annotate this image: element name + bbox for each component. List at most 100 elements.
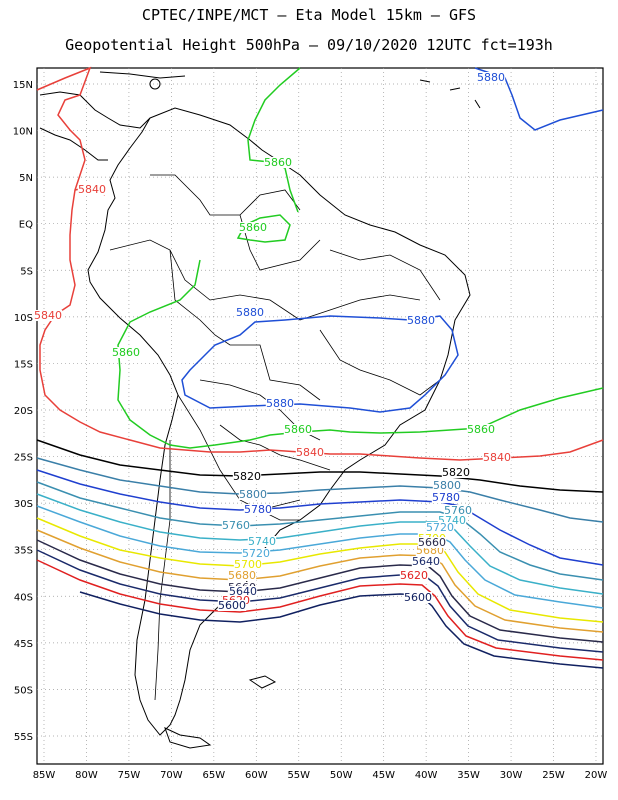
contour-label: 5600 xyxy=(404,591,432,604)
contour-label-bg xyxy=(263,157,293,168)
contour-label: 5840 xyxy=(296,446,324,459)
contour-label-bg xyxy=(235,307,265,318)
tierra-del-fuego xyxy=(164,727,212,749)
lon-tick-label: 75W xyxy=(118,770,141,781)
contour-label: 5880 xyxy=(477,71,505,84)
contour-label-layer: 5880 5880 5880 5880 5860 5860 5860 5860 5860 5840… xyxy=(33,71,512,612)
contour-label-bg xyxy=(411,556,441,567)
contour-label-bg xyxy=(417,537,447,548)
lat-tick-label: 45S xyxy=(14,639,33,650)
contour-label-bg xyxy=(111,347,141,358)
contour-label: 5840 xyxy=(34,309,62,322)
lon-tick-label: 30W xyxy=(500,770,523,781)
lon-tick-label: 40W xyxy=(415,770,438,781)
lon-tick-label: 45W xyxy=(372,770,395,781)
contour-5600 xyxy=(79,591,604,669)
lat-tick-label: 55S xyxy=(14,732,33,743)
contour-label: 5860 xyxy=(467,423,495,436)
contour-label-bg xyxy=(403,592,433,603)
latitude-labels: 15N 10N 5N EQ 5S 10S 15S 20S 25S 30S 35S 40S 45S 50S 5… xyxy=(13,80,33,743)
contour-label-bg xyxy=(482,452,512,463)
contour-label: 5780 xyxy=(432,491,460,504)
map-frame xyxy=(36,67,604,765)
longitude-labels: 85W 80W 75W 70W 65W 60W 55W 50W 45W 40W 35W 30W 25W 2… xyxy=(33,770,608,781)
contour-label: 5800 xyxy=(433,479,461,492)
contour-label: 5740 xyxy=(248,535,276,548)
contour-label-bg xyxy=(221,520,251,531)
contour-5620 xyxy=(36,559,604,661)
contour-label: 5880 xyxy=(407,314,435,327)
contour-5640 xyxy=(36,549,604,653)
contour-5880-brazil xyxy=(181,315,459,413)
contour-label: 5620 xyxy=(400,569,428,582)
lon-tick-label: 50W xyxy=(330,770,353,781)
lon-tick-label: 35W xyxy=(457,770,480,781)
contour-label-bg xyxy=(466,424,496,435)
lat-tick-label: 10S xyxy=(14,313,33,324)
contour-5760 xyxy=(36,481,604,581)
contour-5840-west xyxy=(36,66,604,461)
lat-tick-label: 20S xyxy=(14,406,33,417)
lon-tick-label: 20W xyxy=(585,770,608,781)
contour-label: 5640 xyxy=(412,555,440,568)
contour-label: 5820 xyxy=(442,466,470,479)
map-subtitle: Geopotential Height 500hPa – 09/10/2020 … xyxy=(65,36,553,54)
contour-label-bg xyxy=(265,398,295,409)
contour-label-bg xyxy=(233,559,263,570)
contour-label: 5660 xyxy=(418,536,446,549)
contour-label-bg xyxy=(238,489,268,500)
contour-lines xyxy=(36,66,604,669)
contour-label: 5820 xyxy=(233,470,261,483)
contour-label: 5720 xyxy=(426,521,454,534)
contour-label-bg xyxy=(441,467,471,478)
contour-5860-main xyxy=(117,259,604,449)
contour-label: 5860 xyxy=(284,423,312,436)
contour-label: 5700 xyxy=(234,558,262,571)
lat-tick-label: 10N xyxy=(13,127,33,138)
contour-label-bg xyxy=(437,515,467,526)
lat-tick-label: 35S xyxy=(14,546,33,557)
lon-tick-label: 25W xyxy=(542,770,565,781)
contour-label: 5760 xyxy=(222,519,250,532)
lat-tick-label: 50S xyxy=(14,685,33,696)
falkland-islands xyxy=(248,675,277,689)
contour-5780 xyxy=(36,469,604,566)
contour-label-bg xyxy=(227,570,257,581)
contour-label-bg xyxy=(443,505,473,516)
contour-label-bg xyxy=(241,548,271,559)
lat-tick-label: 15S xyxy=(14,359,33,370)
coastlines xyxy=(39,71,481,749)
contour-label: 5860 xyxy=(264,156,292,169)
central-america-coastline xyxy=(39,91,151,129)
contour-label-bg xyxy=(232,471,262,482)
contour-label: 5800 xyxy=(239,488,267,501)
lon-tick-label: 65W xyxy=(203,770,226,781)
contour-label: 5680 xyxy=(228,569,256,582)
contour-label: 5600 xyxy=(218,599,246,612)
lon-tick-label: 70W xyxy=(160,770,183,781)
contour-label-bg xyxy=(238,222,268,233)
contour-label: 5720 xyxy=(242,547,270,560)
contour-label-bg xyxy=(432,480,462,491)
contour-5700 xyxy=(36,517,604,623)
south-america-coastline xyxy=(87,107,471,736)
contour-label-bg xyxy=(217,600,247,611)
contour-5720 xyxy=(36,505,604,609)
lat-tick-label: 30S xyxy=(14,499,33,510)
contour-label-bg xyxy=(431,492,461,503)
contour-label-bg xyxy=(228,586,258,597)
contour-label-bg xyxy=(295,447,325,458)
contour-label: 5860 xyxy=(112,346,140,359)
contour-label: 5760 xyxy=(444,504,472,517)
contour-label-bg xyxy=(247,536,277,547)
contour-label: 5860 xyxy=(239,221,267,234)
contour-label: 5640 xyxy=(229,585,257,598)
contour-5820 xyxy=(36,439,604,493)
contour-label: 5840 xyxy=(483,451,511,464)
lat-tick-label: 25S xyxy=(14,453,33,464)
contour-label-bg xyxy=(77,184,107,195)
caribbean-islands xyxy=(99,71,481,109)
lat-tick-label: 5N xyxy=(19,173,33,184)
contour-label-bg xyxy=(33,310,63,321)
